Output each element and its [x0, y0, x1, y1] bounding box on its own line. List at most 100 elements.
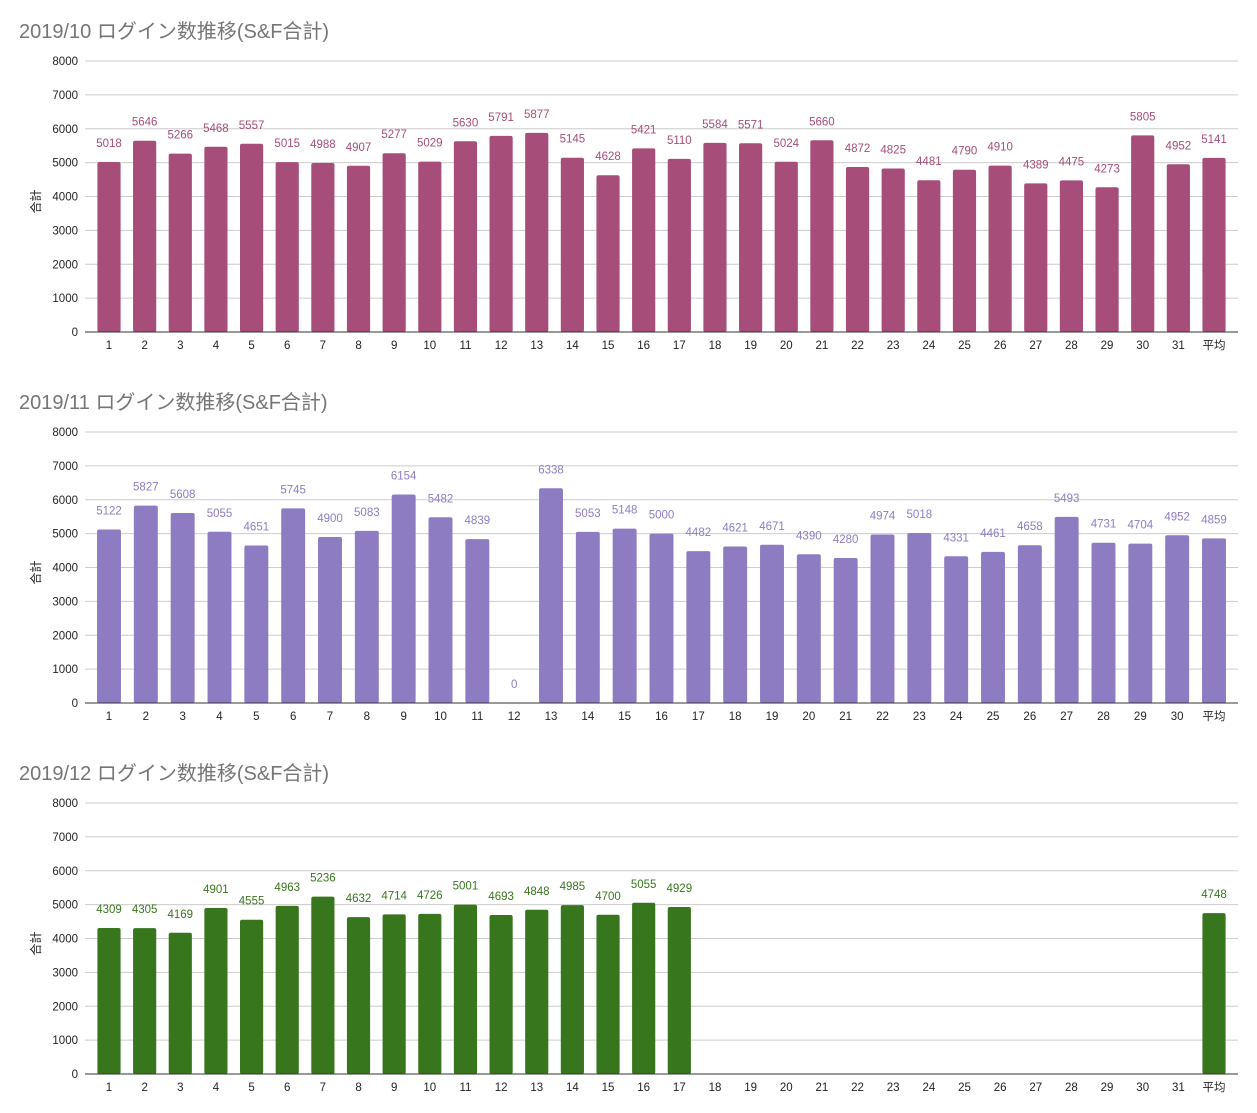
x-tick-label: 23	[887, 340, 900, 352]
bar	[525, 132, 549, 332]
bar	[845, 166, 870, 332]
x-tick-label: 18	[709, 1082, 722, 1094]
x-tick-label: 23	[887, 1082, 900, 1094]
x-tick-label: 6	[284, 340, 290, 352]
y-axis-label: 合計	[28, 931, 43, 955]
y-tick-label: 0	[72, 327, 78, 339]
data-label: 4872	[845, 143, 871, 155]
data-label: 5646	[132, 117, 158, 129]
data-label: 4331	[943, 532, 969, 544]
bar	[632, 902, 656, 1074]
data-label: 4482	[686, 527, 712, 539]
y-tick-label: 6000	[52, 124, 78, 136]
x-tick-label: 10	[434, 711, 447, 723]
data-label: 5000	[649, 510, 675, 522]
bar	[281, 508, 306, 703]
data-label: 4555	[239, 896, 265, 908]
x-tick-label: 21	[839, 711, 852, 723]
x-tick-label: 4	[216, 711, 223, 723]
bar	[168, 153, 192, 332]
data-label: 4169	[167, 909, 193, 921]
bar	[382, 914, 406, 1074]
x-tick-label: 12	[508, 711, 521, 723]
data-label: 4907	[346, 142, 372, 154]
x-tick-label: 6	[284, 1082, 290, 1094]
data-label: 5145	[560, 134, 586, 146]
data-label: 4985	[560, 881, 586, 893]
data-label: 5055	[631, 879, 657, 891]
x-tick-label: 25	[958, 1082, 971, 1094]
bar	[596, 914, 620, 1074]
data-label: 4952	[1166, 140, 1192, 152]
data-label: 4658	[1017, 521, 1043, 533]
data-label: 5001	[453, 881, 479, 893]
data-label: 4900	[317, 513, 343, 525]
data-label: 4790	[952, 146, 978, 158]
x-tick-label: 29	[1101, 340, 1114, 352]
x-tick-label: 平均	[1203, 710, 1226, 723]
bar	[575, 531, 600, 703]
data-label: 5630	[453, 117, 479, 129]
y-tick-label: 4000	[52, 934, 78, 946]
data-label: 5745	[280, 484, 306, 496]
x-tick-label: 4	[213, 1082, 220, 1094]
bar	[311, 163, 335, 332]
y-tick-label: 5000	[52, 158, 78, 170]
bar	[244, 545, 269, 703]
bar	[418, 161, 442, 332]
bar	[168, 932, 192, 1074]
data-label: 4825	[880, 145, 906, 157]
chart-1: 2019/10 ログイン数推移(S&F合計) 0 1000 2000 3000 4000 5…	[19, 20, 1238, 352]
x-tick-label: 16	[637, 340, 650, 352]
y-tick-label: 4000	[52, 192, 78, 204]
x-tick-label: 20	[780, 1082, 793, 1094]
data-label: 5266	[167, 130, 193, 142]
bar	[391, 494, 416, 703]
bar	[632, 148, 656, 332]
y-tick-label: 7000	[52, 461, 78, 473]
x-tick-label: 30	[1136, 1082, 1149, 1094]
y-tick-label: 0	[72, 1069, 78, 1081]
bar	[453, 141, 478, 332]
bar	[667, 158, 691, 332]
data-label: 5571	[738, 119, 764, 131]
bar	[739, 143, 763, 332]
chart-title: 2019/10 ログイン数推移(S&F合計)	[19, 20, 329, 43]
x-tick-label: 31	[1172, 1082, 1185, 1094]
data-label: 5029	[417, 138, 443, 150]
data-label: 4974	[870, 511, 896, 523]
bar	[560, 905, 584, 1074]
data-label: 5805	[1130, 111, 1156, 123]
x-tick-label: 17	[692, 711, 705, 723]
y-tick-label: 1000	[52, 1035, 78, 1047]
y-tick-label: 2000	[52, 630, 78, 642]
data-label: 4671	[759, 521, 785, 533]
y-tick-label: 6000	[52, 866, 78, 878]
bar	[453, 904, 478, 1074]
x-tick-label: 平均	[1203, 339, 1226, 352]
x-tick-label: 29	[1134, 711, 1147, 723]
bar	[952, 169, 977, 332]
x-tick-label: 3	[179, 711, 185, 723]
bar	[907, 533, 932, 703]
data-label: 4280	[833, 534, 859, 546]
y-tick-label: 8000	[52, 427, 78, 439]
data-label: 6154	[391, 471, 417, 483]
x-tick-label: 1	[106, 711, 112, 723]
bar	[525, 909, 549, 1074]
x-tick-label: 15	[618, 711, 631, 723]
x-tick-label: 10	[423, 340, 436, 352]
data-label: 5557	[239, 120, 265, 132]
bar	[318, 537, 342, 703]
x-tick-label: 9	[391, 340, 397, 352]
bar	[204, 907, 228, 1074]
x-tick-label: 11	[459, 340, 471, 352]
data-label: 5468	[203, 123, 229, 135]
data-label: 5053	[575, 508, 601, 520]
bar	[275, 162, 299, 332]
y-tick-label: 3000	[52, 596, 78, 608]
bar	[133, 505, 158, 703]
data-label: 4309	[96, 904, 122, 916]
bar	[760, 544, 784, 703]
